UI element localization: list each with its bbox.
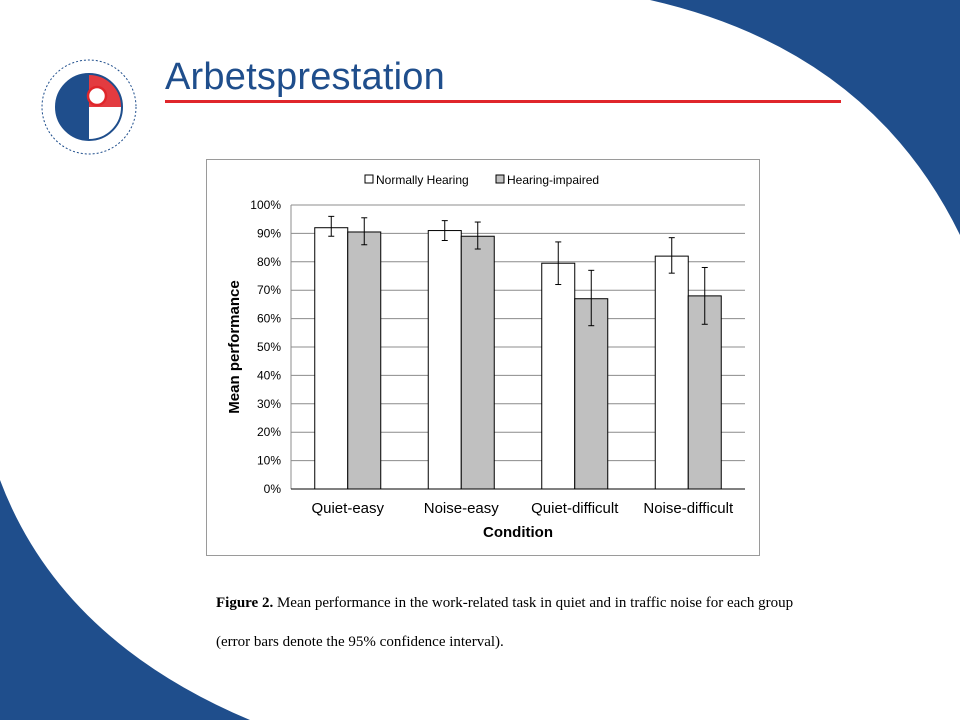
y-tick-label: 70% [257, 283, 281, 297]
y-tick-label: 20% [257, 425, 281, 439]
y-tick-label: 60% [257, 312, 281, 326]
bar [687, 295, 722, 490]
bar-chart: 0% 10% 20% 30% 40% 50% 60% 70% 80% 90% 100% Quiet-e… [226, 173, 745, 541]
slide-title: Arbetsprestation [165, 56, 445, 98]
legend-label: Normally Hearing [376, 173, 469, 187]
x-axis-title: Condition [483, 524, 553, 541]
y-tick-label: 10% [257, 454, 281, 468]
y-tick-label: 40% [257, 368, 281, 382]
y-tick-label: 90% [257, 226, 281, 240]
y-tick-label: 30% [257, 397, 281, 411]
top-right-blue-swoosh [650, 0, 960, 235]
legend-swatch [495, 174, 505, 184]
bar [541, 262, 576, 490]
y-tick-label: 50% [257, 340, 281, 354]
y-axis-title: Mean performance [226, 280, 243, 413]
chart-frame: 0% 10% 20% 30% 40% 50% 60% 70% 80% 90% 100% Quiet-e… [206, 159, 760, 556]
title-underline [165, 100, 841, 103]
y-tick-label: 0% [264, 482, 282, 496]
bar [427, 230, 462, 490]
x-tick-label: Quiet-difficult [531, 500, 619, 517]
x-tick-label: Noise-difficult [643, 500, 734, 517]
y-tick-label: 100% [250, 198, 281, 212]
y-tick-label: 80% [257, 255, 281, 269]
bar [460, 235, 495, 490]
x-tick-label: Noise-easy [424, 500, 500, 517]
caption-text: Mean performance in the work-related tas… [216, 595, 794, 650]
bar [314, 227, 349, 490]
x-tick-label: Quiet-easy [311, 500, 384, 517]
bar [347, 231, 382, 490]
figure-caption: Figure 2. Mean performance in the work-r… [216, 584, 816, 662]
caption-label: Figure 2. [216, 595, 274, 611]
legend-label: Hearing-impaired [507, 173, 599, 187]
bar [574, 298, 609, 490]
legend-swatch [364, 174, 374, 184]
bottom-left-blue-swoosh [0, 480, 250, 720]
bar [654, 255, 689, 490]
institute-logo [37, 55, 141, 159]
